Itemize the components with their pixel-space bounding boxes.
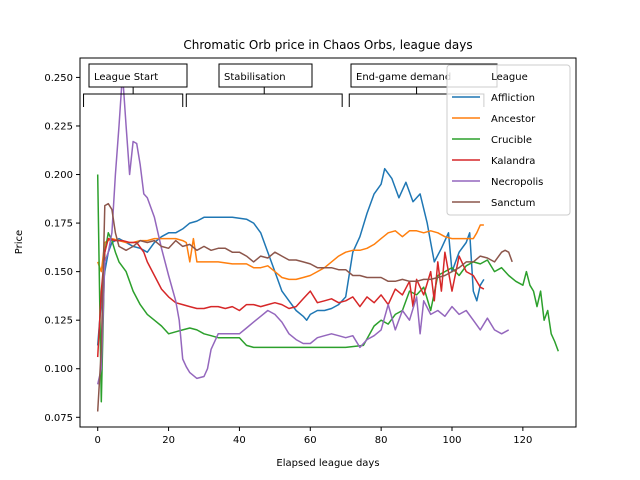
legend-entry: Ancestor: [491, 114, 536, 125]
y-tick-label: 0.175: [44, 219, 73, 230]
series-line-kalandra: [96, 237, 485, 358]
x-tick-label: 80: [375, 435, 388, 446]
series-line-affliction: [96, 167, 485, 346]
legend-entry: Kalandra: [491, 156, 535, 167]
x-tick-label: 40: [233, 435, 246, 446]
series-line-crucible: [96, 174, 560, 403]
y-axis: 0.075 0.100 0.125 0.150 0.175 0.200 0.225 0.250: [44, 73, 80, 424]
phase-label: End-game demand: [356, 72, 451, 83]
phase-label: League Start: [94, 72, 158, 83]
legend-entry: Affliction: [491, 93, 535, 104]
y-tick-label: 0.250: [44, 73, 73, 84]
y-tick-label: 0.225: [44, 121, 73, 132]
legend-title: League: [491, 72, 528, 83]
x-axis: 0 20 40 60 80 100 120: [95, 427, 532, 446]
legend-box: [446, 64, 571, 216]
series-line-sanctum: [96, 202, 513, 412]
x-tick-label: 100: [442, 435, 461, 446]
series-line-ancestor: [96, 224, 484, 281]
x-axis-label: Elapsed league days: [276, 458, 379, 469]
plot-frame: [79, 57, 577, 428]
legend: League Affliction Ancestor Crucible Kalandra…: [446, 64, 571, 216]
chart-title: Chromatic Orb price in Chaos Orbs, leagu…: [183, 38, 472, 52]
x-tick-label: 0: [95, 435, 101, 446]
series-line-necropolis: [96, 72, 510, 385]
x-tick-label: 20: [162, 435, 175, 446]
y-tick-label: 0.150: [44, 267, 73, 278]
legend-entry: Crucible: [491, 135, 532, 146]
phase-label-box: [218, 63, 313, 88]
y-tick-label: 0.075: [44, 413, 73, 424]
legend-entry: Sanctum: [491, 198, 535, 209]
x-tick-label: 60: [304, 435, 317, 446]
x-tick-label: 120: [513, 435, 532, 446]
y-tick-label: 0.125: [44, 316, 73, 327]
y-tick-label: 0.100: [44, 364, 73, 375]
y-tick-label: 0.200: [44, 170, 73, 181]
phase-label-box: [88, 63, 188, 88]
legend-entry: Necropolis: [491, 177, 543, 188]
y-axis-label: Price: [14, 230, 25, 254]
phase-label: Stabilisation: [224, 72, 286, 83]
